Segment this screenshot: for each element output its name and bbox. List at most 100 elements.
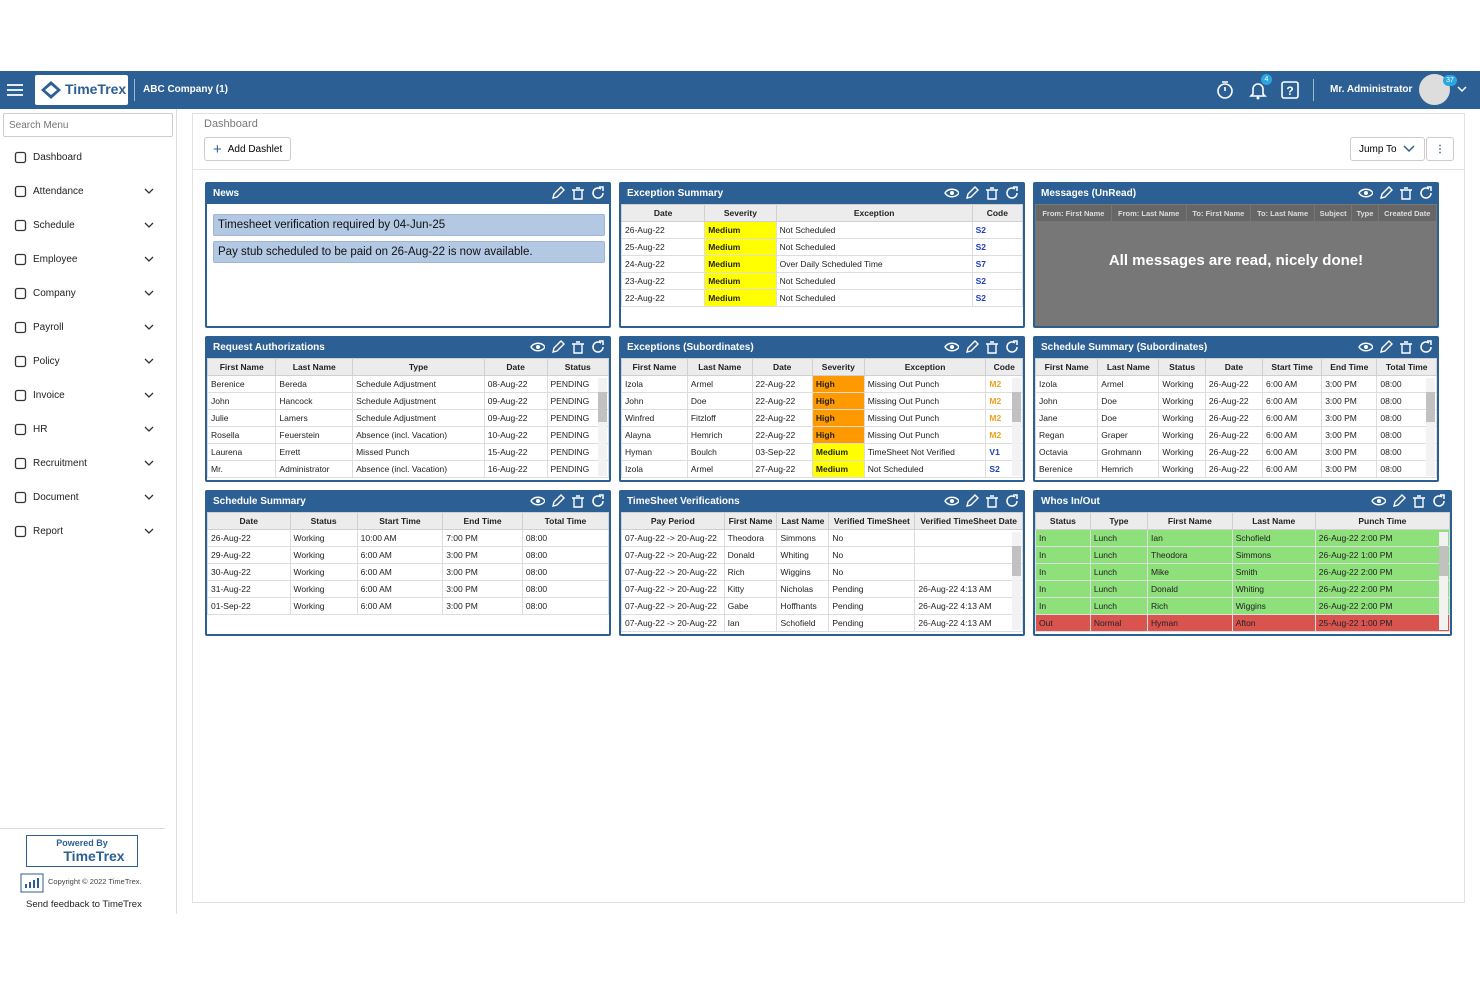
icon-ref[interactable]: [1431, 494, 1446, 508]
icon-eye[interactable]: [530, 494, 545, 508]
icon-eye[interactable]: [944, 340, 959, 354]
cell: [914, 563, 1023, 581]
icon-ref[interactable]: [1004, 494, 1019, 508]
scrollbar: [1426, 378, 1435, 476]
icon-ref[interactable]: [1418, 340, 1433, 354]
powered-by-logo[interactable]: Powered By TimeTrex: [26, 835, 138, 867]
icon-eye[interactable]: [1371, 494, 1386, 508]
cell: 29-Aug-22: [207, 546, 291, 564]
cell: [914, 529, 1023, 547]
icon-ref[interactable]: [590, 340, 605, 354]
company[interactable]: ABC Company (1): [143, 84, 229, 95]
menu-item[interactable]: Dashboard: [14, 151, 154, 164]
icon-trash[interactable]: [570, 186, 585, 200]
row: Regan Graper Working 26-Aug-22 6:00 AM 3:00 P…: [1035, 426, 1437, 444]
icon-pen[interactable]: [964, 340, 979, 354]
scroll-thumb[interactable]: [1012, 546, 1021, 576]
icon-eye[interactable]: [1358, 340, 1373, 354]
cell: Working: [1158, 392, 1206, 410]
menu-item[interactable]: Document: [14, 491, 154, 504]
icon-trash[interactable]: [1398, 340, 1413, 354]
notification-icon[interactable]: [1249, 80, 1267, 100]
scroll-thumb[interactable]: [1012, 392, 1021, 422]
column-header: Last Name: [1231, 512, 1316, 530]
help-icon[interactable]: ?: [1281, 80, 1299, 100]
icon-pen[interactable]: [1378, 186, 1393, 200]
menu-item[interactable]: Report: [14, 525, 154, 538]
icon-ref[interactable]: [590, 186, 605, 200]
row: Berenice Hemrich Working 26-Aug-22 6:00 AM 3:…: [1035, 460, 1437, 478]
column-header: Type: [1089, 512, 1149, 530]
icon-pen[interactable]: [1391, 494, 1406, 508]
dashlet-icons: [944, 186, 1019, 200]
icon-trash[interactable]: [570, 340, 585, 354]
icon-trash[interactable]: [984, 494, 999, 508]
icon-pen[interactable]: [964, 494, 979, 508]
menu-item[interactable]: Recruitment: [14, 457, 154, 470]
icon-eye[interactable]: [944, 494, 959, 508]
column-header: Last Name: [776, 512, 830, 530]
more-menu[interactable]: ⋮: [1426, 137, 1454, 161]
icon-pen[interactable]: [550, 340, 565, 354]
powered-by: Powered By: [56, 838, 108, 848]
icon-pen[interactable]: [550, 494, 565, 508]
cell: Normal: [1089, 614, 1149, 632]
menu-label: HR: [33, 424, 48, 435]
user-name[interactable]: Mr. Administrator: [1330, 84, 1413, 95]
logo-icon: [41, 81, 61, 99]
icon-trash[interactable]: [1411, 494, 1426, 508]
menu-item[interactable]: Company: [14, 287, 154, 300]
scroll-thumb[interactable]: [1426, 392, 1435, 422]
dashlet-icons: [530, 494, 605, 508]
scroll-thumb[interactable]: [598, 392, 607, 422]
icon-eye[interactable]: [530, 340, 545, 354]
menu-item[interactable]: Attendance: [14, 185, 154, 198]
menu-item[interactable]: Schedule: [14, 219, 154, 232]
row: John Doe Working 26-Aug-22 6:00 AM 3:00 PM 08:…: [1035, 392, 1437, 410]
icon-trash[interactable]: [570, 494, 585, 508]
menu-toggle[interactable]: [7, 83, 23, 97]
cell: Berenice: [1035, 460, 1099, 478]
icon-pen[interactable]: [550, 186, 565, 200]
icon-ref[interactable]: [1004, 186, 1019, 200]
icon-ref[interactable]: [1418, 186, 1433, 200]
menu-item[interactable]: Employee: [14, 253, 154, 266]
cell: Working: [289, 563, 358, 581]
menu-item[interactable]: Policy: [14, 355, 154, 368]
menu-item[interactable]: Invoice: [14, 389, 154, 402]
icon-eye[interactable]: [944, 186, 959, 200]
scroll-thumb[interactable]: [1439, 546, 1448, 576]
cell: Boulch: [686, 443, 753, 461]
add-dashlet[interactable]: + Add Dashlet: [204, 137, 292, 161]
cell: TimeSheet Not Verified: [863, 443, 987, 461]
search-menu[interactable]: [3, 113, 173, 137]
column-header: Start Time: [356, 512, 444, 530]
menu-item[interactable]: HR: [14, 423, 154, 436]
user-chevron[interactable]: [1457, 86, 1467, 94]
cell: 08:00: [521, 529, 609, 547]
icon-trash[interactable]: [984, 186, 999, 200]
cell: 23-Aug-22: [621, 272, 706, 290]
cell: 6:00 AM: [1261, 460, 1323, 478]
cell: 25-Aug-22: [621, 238, 706, 256]
icon-ref[interactable]: [590, 494, 605, 508]
icon-pen[interactable]: [1378, 340, 1393, 354]
jump-to[interactable]: Jump To: [1350, 137, 1425, 161]
icon-pen[interactable]: [964, 186, 979, 200]
icon-eye[interactable]: [1358, 186, 1373, 200]
icon-trash[interactable]: [984, 340, 999, 354]
icon-trash[interactable]: [1398, 186, 1413, 200]
dashlet-body: From: First Name From: Last Name To: First…: [1035, 204, 1437, 326]
row: John Doe 22-Aug-22 High Missing Out Punch M2: [621, 392, 1023, 410]
icon-ref[interactable]: [1004, 340, 1019, 354]
cell: Working: [1158, 375, 1206, 393]
feedback-link[interactable]: Send feedback to TimeTrex: [26, 899, 142, 910]
dashlet-title: TimeSheet Verifications: [627, 496, 740, 507]
row: 07-Aug-22 -> 20-Aug-22 Kitty Nicholas Pendi…: [621, 580, 1023, 598]
cell: 3:00 PM: [442, 563, 523, 581]
timer-icon[interactable]: [1216, 80, 1234, 100]
cell: Berenice: [207, 375, 277, 393]
cell: Graper: [1097, 426, 1160, 444]
row: Julie Lamers Schedule Adjustment 09-Aug-22 P…: [207, 409, 609, 427]
menu-item[interactable]: Payroll: [14, 321, 154, 334]
